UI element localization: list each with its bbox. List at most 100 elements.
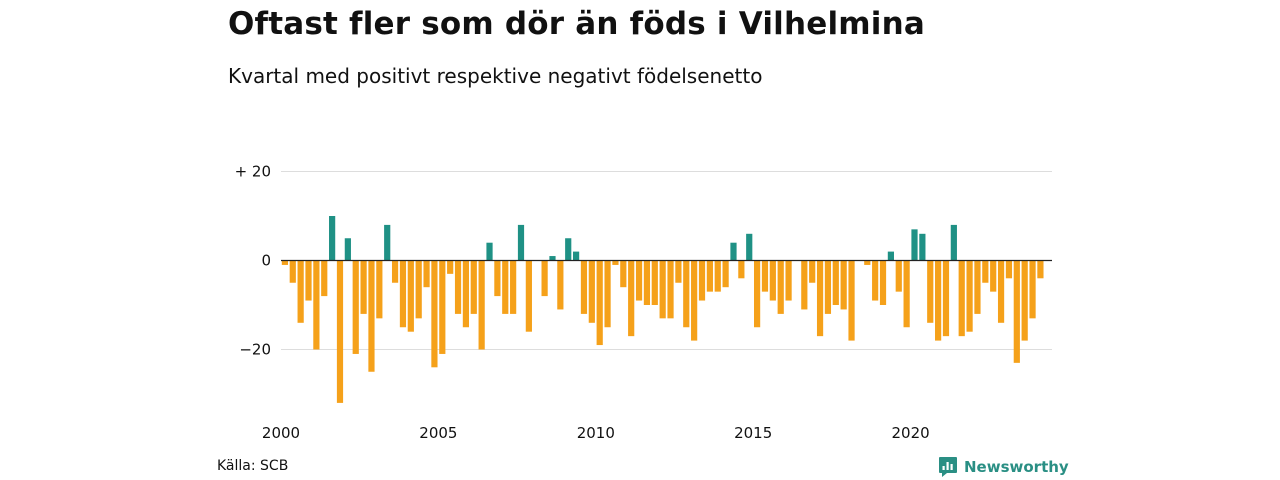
brand-name: Newsworthy <box>964 458 1069 476</box>
bar <box>1005 260 1013 279</box>
bar <box>502 260 509 314</box>
bar <box>415 260 422 319</box>
bar <box>840 260 847 310</box>
bar <box>628 260 635 337</box>
source-label: Källa: SCB <box>217 458 289 474</box>
bar <box>297 260 304 323</box>
bar <box>698 260 706 301</box>
y-tick-label: 0 <box>261 252 271 270</box>
chart-subtitle: Kvartal med positivt respektive negativt… <box>228 64 763 88</box>
bar <box>384 224 391 261</box>
bar <box>911 229 918 261</box>
bar <box>769 260 776 301</box>
bar <box>754 260 761 328</box>
bar <box>635 260 643 301</box>
bar <box>439 260 446 354</box>
x-tick-label: 2005 <box>419 424 457 442</box>
bar <box>879 260 887 305</box>
bar <box>761 260 769 292</box>
bar <box>454 260 462 314</box>
bar <box>730 242 737 261</box>
bar <box>887 251 894 261</box>
bar <box>675 260 682 283</box>
bar <box>368 260 375 372</box>
bar <box>525 260 532 332</box>
bar <box>517 224 525 261</box>
bar <box>557 260 564 310</box>
bar <box>777 260 784 314</box>
bar <box>336 260 344 403</box>
bar <box>738 260 745 279</box>
bar <box>683 260 690 328</box>
bar <box>706 260 713 292</box>
bar <box>281 260 288 265</box>
bar <box>785 260 792 301</box>
x-tick-label: 2020 <box>892 424 930 442</box>
bar <box>399 260 407 328</box>
bar <box>321 260 328 297</box>
x-tick-label: 2010 <box>577 424 615 442</box>
bar <box>494 260 501 297</box>
bar <box>935 260 942 341</box>
bar <box>974 260 981 314</box>
bar <box>714 260 721 292</box>
bar <box>848 260 855 341</box>
bar <box>824 260 832 314</box>
x-tick-label: 2000 <box>262 424 300 442</box>
bar <box>809 260 816 283</box>
bar <box>816 260 824 337</box>
bar <box>352 260 359 354</box>
bar <box>391 260 399 283</box>
bar <box>289 260 296 283</box>
bar <box>313 260 320 350</box>
bar <box>305 260 312 301</box>
bar <box>643 260 651 305</box>
bar <box>942 260 950 337</box>
bar <box>549 256 556 261</box>
bar <box>423 260 430 288</box>
brand-logo: Newsworthy <box>938 456 1069 478</box>
bar <box>903 260 910 328</box>
bar <box>982 260 989 283</box>
y-tick-label: −20 <box>239 341 271 359</box>
bar <box>486 242 493 261</box>
bar <box>691 260 698 341</box>
bar <box>447 260 454 274</box>
bar <box>462 260 470 328</box>
bar <box>667 260 674 319</box>
bar <box>864 260 871 265</box>
bar <box>1013 260 1020 363</box>
bar <box>376 260 383 319</box>
bar <box>950 224 957 261</box>
bar <box>1021 260 1028 341</box>
bar <box>801 260 808 310</box>
bar <box>1029 260 1036 319</box>
bar <box>431 260 438 368</box>
bar <box>478 260 485 350</box>
y-tick-label: + 20 <box>235 163 271 181</box>
bar <box>895 260 902 292</box>
bar <box>722 260 729 288</box>
bar <box>407 260 414 332</box>
bar <box>990 260 997 292</box>
bar <box>596 260 603 346</box>
newsworthy-logo-icon <box>939 457 957 477</box>
bar <box>360 260 367 314</box>
chart-title: Oftast fler som dör än föds i Vilhelmina <box>228 6 926 42</box>
bar <box>1037 260 1044 279</box>
bar <box>565 238 572 261</box>
bar <box>919 233 926 261</box>
bar <box>651 260 658 305</box>
bar <box>604 260 611 328</box>
bar <box>620 260 627 288</box>
bar-chart: + 20 0 −20 2000 2005 2010 2015 2020 <box>235 163 1052 442</box>
bar <box>344 238 351 261</box>
x-tick-label: 2015 <box>734 424 772 442</box>
bar <box>329 216 336 261</box>
bar <box>927 260 934 323</box>
bar <box>580 260 588 314</box>
bar <box>997 260 1005 323</box>
bar <box>510 260 517 314</box>
bar <box>612 260 619 265</box>
bar <box>872 260 879 301</box>
